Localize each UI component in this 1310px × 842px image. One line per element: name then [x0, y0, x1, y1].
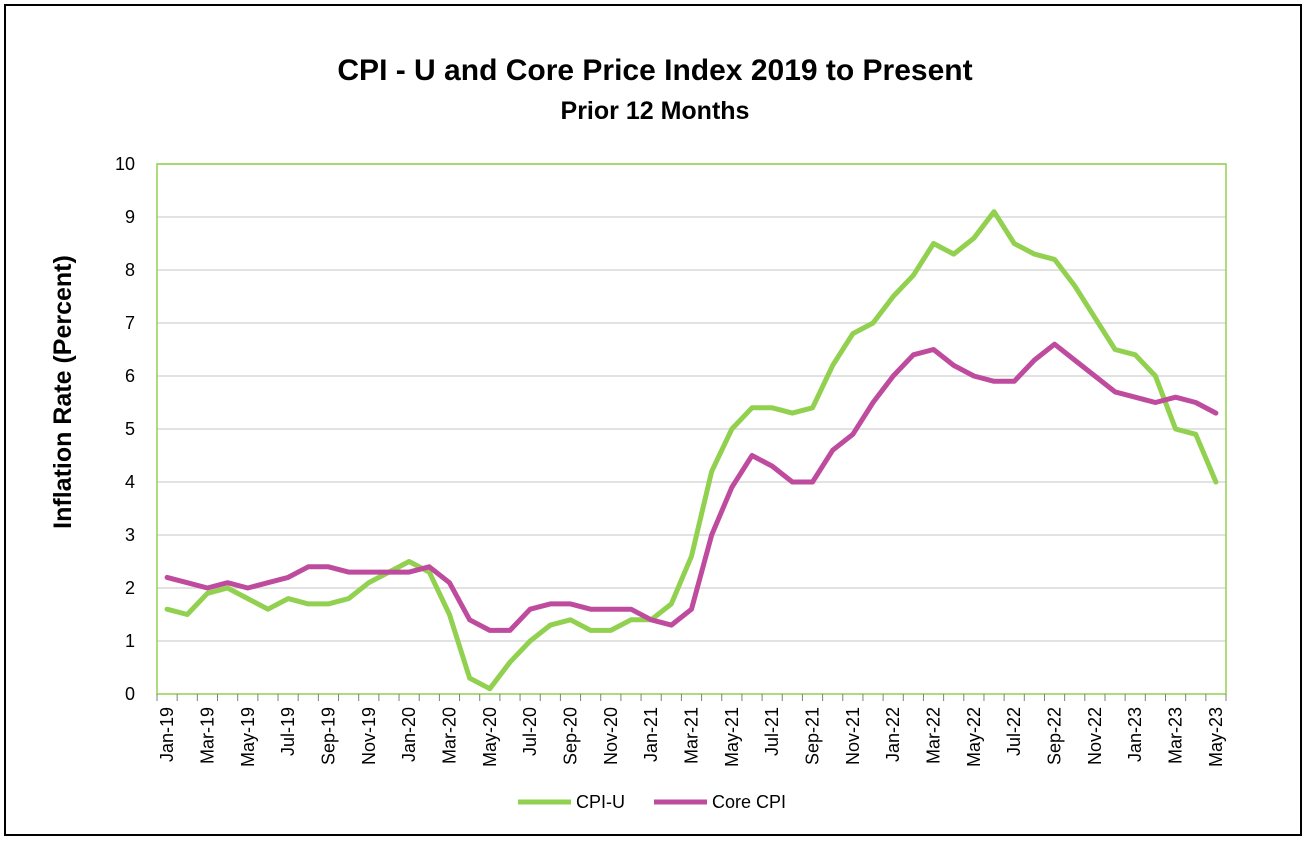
axes — [156, 163, 1227, 701]
legend: CPI-U Core CPI — [518, 792, 786, 812]
series-line-core-cpi — [164, 341, 1219, 633]
x-tick-label: Mar-23 — [1166, 707, 1186, 764]
x-tick-label: May-23 — [1206, 707, 1226, 767]
legend-item-cpi-u: CPI-U — [518, 792, 625, 812]
series-lines — [164, 209, 1219, 692]
y-tick-label: 0 — [125, 684, 135, 704]
x-tick-label: May-21 — [722, 707, 742, 767]
legend-label: CPI-U — [576, 792, 625, 812]
x-tick-label: Nov-19 — [359, 707, 379, 765]
x-tick-label: Nov-21 — [843, 707, 863, 765]
x-tick-label: Sep-22 — [1045, 707, 1065, 765]
y-axis-title: Inflation Rate (Percent) — [49, 255, 77, 529]
x-tick-label: Jan-23 — [1125, 707, 1145, 762]
chart-subtitle: Prior 12 Months — [561, 97, 750, 125]
x-tick-label: Mar-20 — [439, 707, 459, 764]
y-tick-label: 7 — [125, 313, 135, 333]
y-tick-label: 5 — [125, 419, 135, 439]
chart-title: CPI - U and Core Price Index 2019 to Pre… — [337, 54, 972, 87]
x-tick-label: Nov-20 — [601, 707, 621, 765]
x-tick-label: Jan-20 — [399, 707, 419, 762]
plot-area-border — [156, 163, 1227, 695]
y-tick-label: 10 — [115, 154, 135, 174]
x-tick-labels: Jan-19 Mar-19 May-19 Jul-19 Sep-19 Nov-19 Jan-… — [157, 707, 1226, 767]
x-tick-label: Mar-22 — [924, 707, 944, 764]
x-tick-label: Nov-22 — [1085, 707, 1105, 765]
legend-item-core-cpi: Core CPI — [654, 792, 786, 812]
x-tick-label: Jan-21 — [641, 707, 661, 762]
x-tick-label: Sep-20 — [560, 707, 580, 765]
x-tick-label: Mar-19 — [197, 707, 217, 764]
x-tick-label: Jul-19 — [278, 707, 298, 756]
x-tick-label: Sep-19 — [318, 707, 338, 765]
chart-frame — [4, 4, 1302, 836]
x-tick-label: Jul-20 — [520, 707, 540, 756]
y-tick-label: 1 — [125, 631, 135, 651]
x-tick-label: Sep-21 — [803, 707, 823, 765]
y-tick-label: 6 — [125, 366, 135, 386]
x-tick-label: Jan-19 — [157, 707, 177, 762]
x-tick-label: Jul-21 — [762, 707, 782, 756]
legend-label: Core CPI — [712, 792, 786, 812]
y-tick-labels: 0 1 2 3 4 5 6 7 8 9 10 — [115, 154, 135, 704]
y-tick-label: 3 — [125, 525, 135, 545]
y-tick-label: 8 — [125, 260, 135, 280]
x-tick-label: Mar-21 — [682, 707, 702, 764]
x-tick-label: May-22 — [964, 707, 984, 767]
x-tick-label: Jul-22 — [1004, 707, 1024, 756]
x-tick-label: May-19 — [238, 707, 258, 767]
gridlines — [157, 163, 1226, 642]
x-tick-label: May-20 — [480, 707, 500, 767]
y-tick-label: 2 — [125, 578, 135, 598]
x-tick-label: Jan-22 — [883, 707, 903, 762]
y-tick-label: 9 — [125, 207, 135, 227]
series-line-cpi-u — [164, 209, 1219, 692]
y-tick-label: 4 — [125, 472, 135, 492]
